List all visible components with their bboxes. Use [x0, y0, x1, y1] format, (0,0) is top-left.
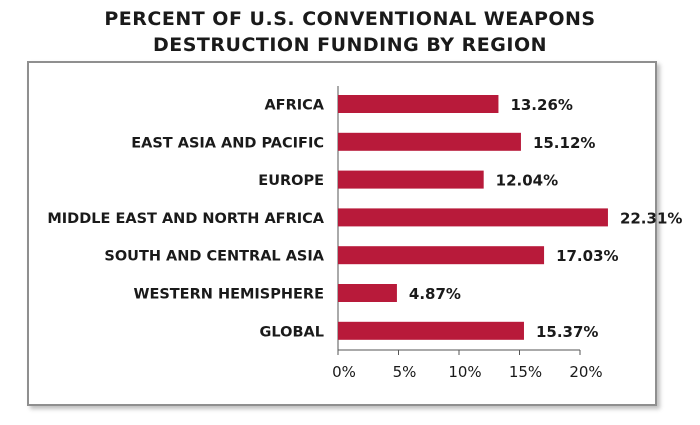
- bar: [338, 321, 524, 340]
- category-label: SOUTH AND CENTRAL ASIA: [104, 249, 324, 265]
- category-label: WESTERN HEMISPHERE: [133, 287, 324, 303]
- x-tick-label: 20%: [569, 363, 602, 381]
- chart-title-line-2: DESTRUCTION FUNDING BY REGION: [153, 34, 547, 56]
- bar: [338, 95, 499, 113]
- value-label: 15.37%: [536, 323, 598, 341]
- chart-frame: [27, 61, 657, 406]
- value-label: 15.12%: [533, 134, 595, 152]
- value-label: 13.26%: [510, 96, 572, 114]
- category-label: GLOBAL: [260, 324, 324, 340]
- x-tick-label: 10%: [448, 363, 481, 381]
- bar: [338, 246, 545, 265]
- category-label: MIDDLE EAST AND NORTH AFRICA: [47, 211, 324, 227]
- bar: [338, 284, 397, 302]
- value-label: 12.04%: [496, 172, 558, 190]
- category-label: AFRICA: [264, 98, 324, 114]
- x-tick-label: 5%: [393, 363, 417, 381]
- category-label: EUROPE: [258, 173, 324, 189]
- x-tick-label: 15%: [509, 363, 542, 381]
- bar: [338, 170, 484, 189]
- value-label: 4.87%: [409, 285, 461, 303]
- bar: [338, 132, 521, 151]
- bar: [338, 208, 608, 227]
- value-label: 17.03%: [556, 247, 618, 265]
- value-label: 22.31%: [620, 209, 682, 227]
- x-tick-label: 0%: [332, 363, 356, 381]
- category-label: EAST ASIA AND PACIFIC: [131, 135, 324, 151]
- chart-title-line-1: PERCENT OF U.S. CONVENTIONAL WEAPONS: [104, 8, 596, 30]
